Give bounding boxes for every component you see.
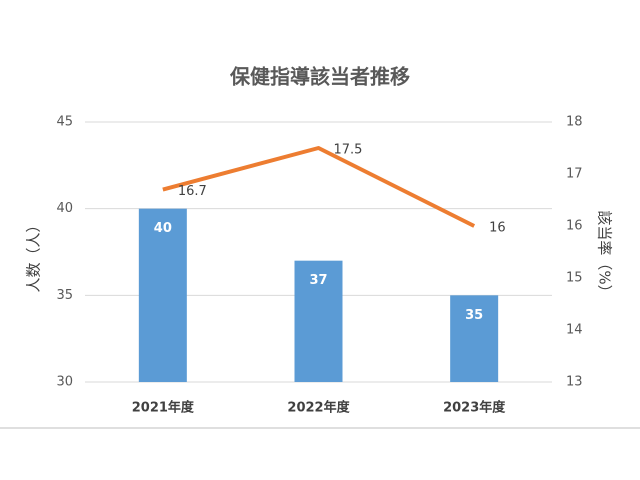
bar-label: 40 [154, 221, 172, 236]
bar [294, 260, 343, 382]
y2-tick-label: 15 [566, 271, 583, 286]
y2-tick-label: 18 [566, 115, 583, 130]
bar [138, 208, 187, 382]
y2-axis-title: 該当率（%） [596, 210, 614, 299]
chart-title: 保健指導該当者推移 [229, 65, 410, 89]
x-tick-label: 2023年度 [443, 400, 506, 416]
line [162, 146, 476, 228]
x-tick-label: 2021年度 [132, 400, 195, 416]
y-tick-label: 45 [56, 115, 73, 130]
y2-tick-label: 13 [566, 375, 583, 390]
y-tick-label: 30 [56, 375, 73, 390]
y-tick-label: 40 [56, 201, 73, 216]
line-label: 17.5 [334, 143, 363, 158]
y-tick-label: 35 [56, 288, 73, 303]
y2-tick-label: 14 [566, 323, 583, 338]
x-tick-label: 2022年度 [287, 400, 350, 416]
y2-tick-label: 16 [566, 219, 583, 234]
bar-label: 35 [465, 308, 483, 323]
bar [450, 295, 499, 382]
line-label: 16.7 [178, 184, 207, 199]
y2-tick-label: 17 [566, 167, 583, 182]
line-label: 16 [489, 221, 506, 236]
y-axis-title: 人数（人） [25, 217, 43, 292]
bar-label: 37 [309, 273, 327, 288]
